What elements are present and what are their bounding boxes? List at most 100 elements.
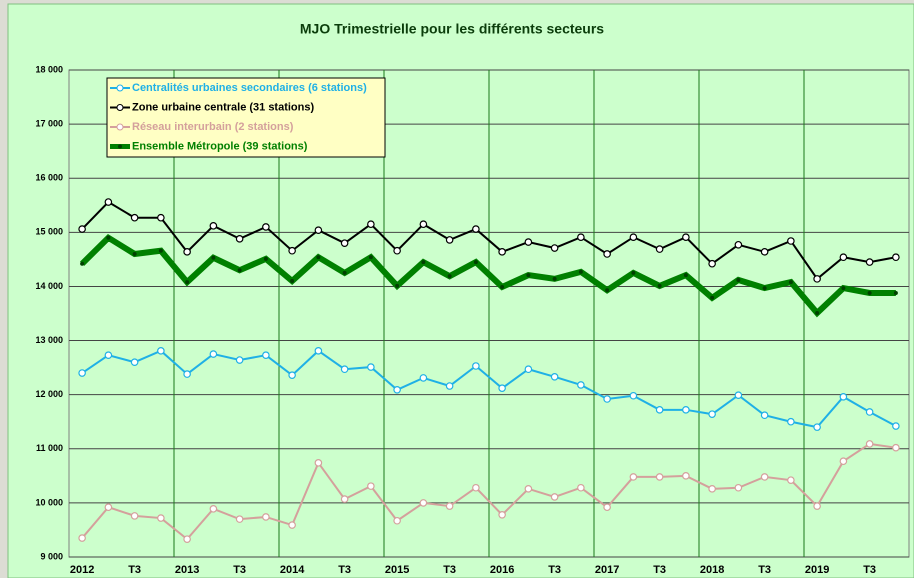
data-point: [683, 273, 688, 278]
data-point: [577, 381, 585, 389]
data-point: [865, 440, 874, 448]
data-point: [314, 226, 323, 234]
data-point: [104, 503, 113, 512]
data-point: [209, 350, 218, 358]
data-point: [157, 347, 165, 355]
data-point: [130, 213, 139, 222]
data-point: [237, 268, 242, 273]
data-point: [865, 258, 874, 266]
data-point: [893, 290, 898, 295]
y-tick-label: 12 000: [35, 389, 63, 399]
data-point: [80, 261, 85, 266]
data-point: [498, 384, 506, 392]
data-point: [263, 256, 268, 261]
data-point: [867, 290, 872, 295]
x-tick-label: 2017: [595, 564, 619, 576]
data-point: [710, 295, 715, 300]
legend-label: Réseau interurbain (2 stations): [132, 121, 294, 133]
data-point: [787, 417, 795, 426]
data-point: [445, 236, 454, 244]
y-tick-label: 9 000: [40, 551, 63, 561]
legend-label: Zone urbaine centrale (31 stations): [132, 101, 314, 113]
data-point: [78, 369, 86, 377]
data-point: [839, 457, 848, 466]
data-point: [340, 365, 349, 374]
x-tick-label: T3: [338, 564, 351, 576]
x-tick-label: 2013: [175, 564, 199, 576]
data-point: [209, 505, 218, 513]
data-point: [708, 485, 716, 493]
data-point: [78, 225, 86, 233]
data-point: [813, 275, 821, 283]
y-tick-label: 13 000: [35, 335, 63, 345]
data-point: [577, 483, 585, 492]
data-point: [340, 495, 349, 503]
data-point: [550, 493, 559, 501]
data-point: [78, 534, 86, 542]
data-point: [314, 459, 323, 467]
data-point: [787, 476, 795, 484]
data-point: [262, 223, 270, 231]
data-point: [472, 362, 480, 370]
data-point: [655, 406, 664, 414]
legend-label: Ensemble Métropole (39 stations): [132, 140, 308, 152]
data-point: [367, 363, 375, 371]
legend-marker: [118, 144, 122, 149]
data-point: [760, 473, 769, 481]
data-point: [708, 410, 716, 418]
x-tick-label: 2018: [700, 564, 724, 576]
data-point: [526, 273, 531, 278]
data-point: [524, 485, 533, 493]
data-point: [419, 374, 428, 382]
data-point: [157, 514, 165, 522]
data-point: [367, 482, 375, 490]
data-point: [629, 391, 638, 400]
data-point: [104, 351, 113, 359]
y-tick-label: 14 000: [35, 281, 63, 291]
data-point: [629, 473, 638, 481]
data-point: [655, 473, 664, 481]
data-point: [421, 260, 426, 265]
data-point: [235, 235, 244, 243]
x-tick-label: T3: [863, 564, 876, 576]
data-point: [787, 237, 795, 245]
data-point: [550, 373, 559, 381]
data-point: [368, 255, 373, 260]
data-point: [762, 286, 767, 291]
series-line: [81, 442, 897, 541]
data-point: [106, 235, 111, 240]
data-point: [813, 502, 821, 510]
data-point: [158, 248, 163, 253]
data-point: [892, 422, 900, 430]
data-point: [550, 244, 559, 252]
data-point: [578, 269, 583, 274]
data-point: [316, 255, 321, 260]
data-point: [552, 276, 557, 281]
legend-marker: [116, 84, 124, 92]
data-point: [130, 358, 139, 367]
data-point: [262, 351, 270, 359]
y-tick-label: 11 000: [36, 443, 63, 453]
series-line: [81, 349, 897, 429]
data-point: [314, 347, 323, 355]
data-point: [290, 279, 295, 284]
data-point: [183, 248, 191, 256]
data-point: [395, 283, 400, 288]
data-point: [445, 502, 454, 510]
data-point: [235, 356, 244, 364]
x-tick-label: 2016: [490, 564, 514, 576]
data-point: [657, 283, 662, 288]
data-point: [183, 535, 191, 543]
data-point: [524, 365, 533, 374]
data-point: [708, 259, 716, 268]
data-point: [342, 270, 347, 275]
y-tick-label: 10 000: [35, 497, 63, 507]
legend-marker: [116, 123, 124, 131]
data-point: [839, 253, 848, 262]
data-point: [288, 246, 296, 255]
data-point: [473, 260, 478, 265]
data-point: [130, 512, 139, 520]
data-point: [393, 246, 401, 255]
data-point: [734, 483, 743, 492]
